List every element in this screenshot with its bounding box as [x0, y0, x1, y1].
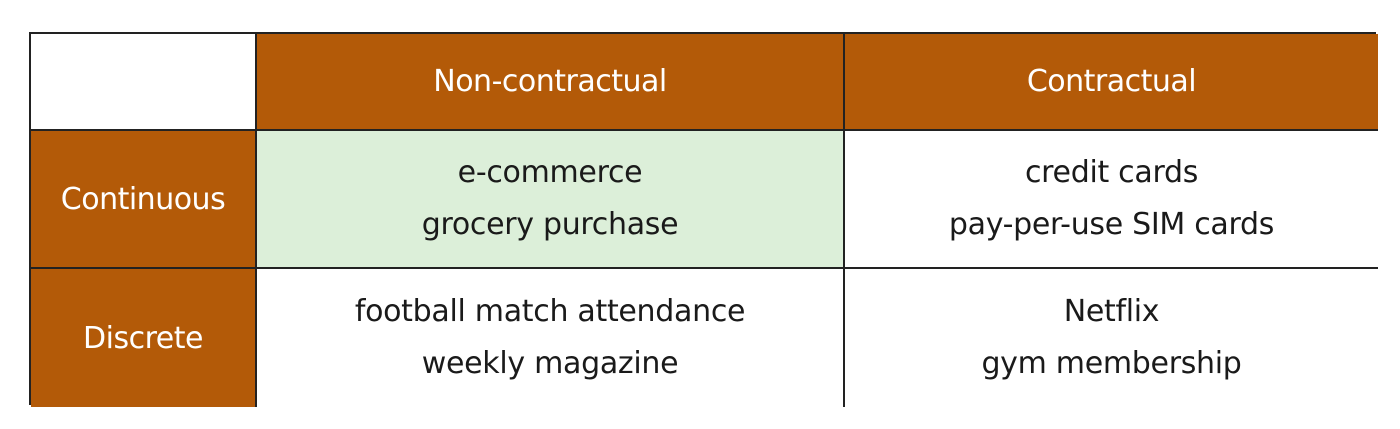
- cell-discrete-contractual: Netflix gym membership: [845, 269, 1378, 407]
- cell-line: gym membership: [981, 346, 1242, 381]
- cell-continuous-non-contractual: e-commerce grocery purchase: [257, 131, 845, 269]
- cell-line: e-commerce: [457, 155, 643, 190]
- cell-line: grocery purchase: [421, 207, 679, 242]
- cell-continuous-contractual: credit cards pay-per-use SIM cards: [845, 131, 1378, 269]
- column-header-contractual: Contractual: [845, 34, 1378, 131]
- corner-cell: [31, 34, 257, 131]
- column-header-non-contractual: Non-contractual: [257, 34, 845, 131]
- cell-line: pay-per-use SIM cards: [948, 207, 1275, 242]
- row-header-continuous: Continuous: [31, 131, 257, 269]
- cell-discrete-non-contractual: football match attendance weekly magazin…: [257, 269, 845, 407]
- cell-line: Netflix: [1063, 294, 1160, 329]
- cell-line: football match attendance: [354, 294, 746, 329]
- cell-line: weekly magazine: [421, 346, 679, 381]
- row-header-discrete: Discrete: [31, 269, 257, 407]
- cell-line: credit cards: [1024, 155, 1199, 190]
- classification-table: Non-contractual Contractual Continuous e…: [29, 32, 1378, 407]
